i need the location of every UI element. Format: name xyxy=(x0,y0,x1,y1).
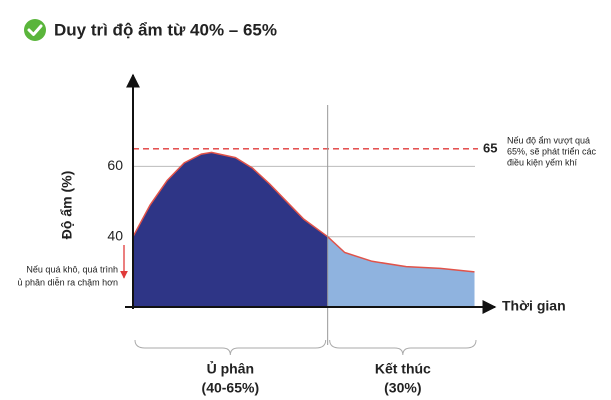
phase-range: (30%) xyxy=(384,380,421,396)
note-text: ủ phân diễn ra chậm hơn xyxy=(18,277,118,287)
y-axis-label: Độ ẩm (%) xyxy=(59,171,75,239)
note-text: 65%, sẽ phát triển các xyxy=(507,146,597,156)
brace xyxy=(329,339,477,356)
x-axis-label: Thời gian xyxy=(502,298,566,314)
phase-name: Ủ phân xyxy=(207,360,254,377)
y-tick-label: 60 xyxy=(107,157,123,173)
area-edge xyxy=(327,236,475,273)
area xyxy=(133,152,328,307)
chart-title: Duy trì độ ẩm từ 40% – 65% xyxy=(54,20,277,39)
y-tick-label: 40 xyxy=(107,227,123,243)
check-icon xyxy=(24,19,46,41)
area-edge xyxy=(132,151,329,238)
note-text: Nếu độ ẩm vượt quá xyxy=(507,135,590,145)
area xyxy=(327,236,475,307)
brace xyxy=(134,339,327,356)
phase-name: Kết thúc xyxy=(375,361,431,377)
note-text: Nếu quá khô, quá trình xyxy=(26,264,118,274)
phase-range: (40-65%) xyxy=(202,380,260,396)
threshold-label: 65 xyxy=(483,140,497,155)
note-text: điều kiện yếm khí xyxy=(507,157,578,167)
